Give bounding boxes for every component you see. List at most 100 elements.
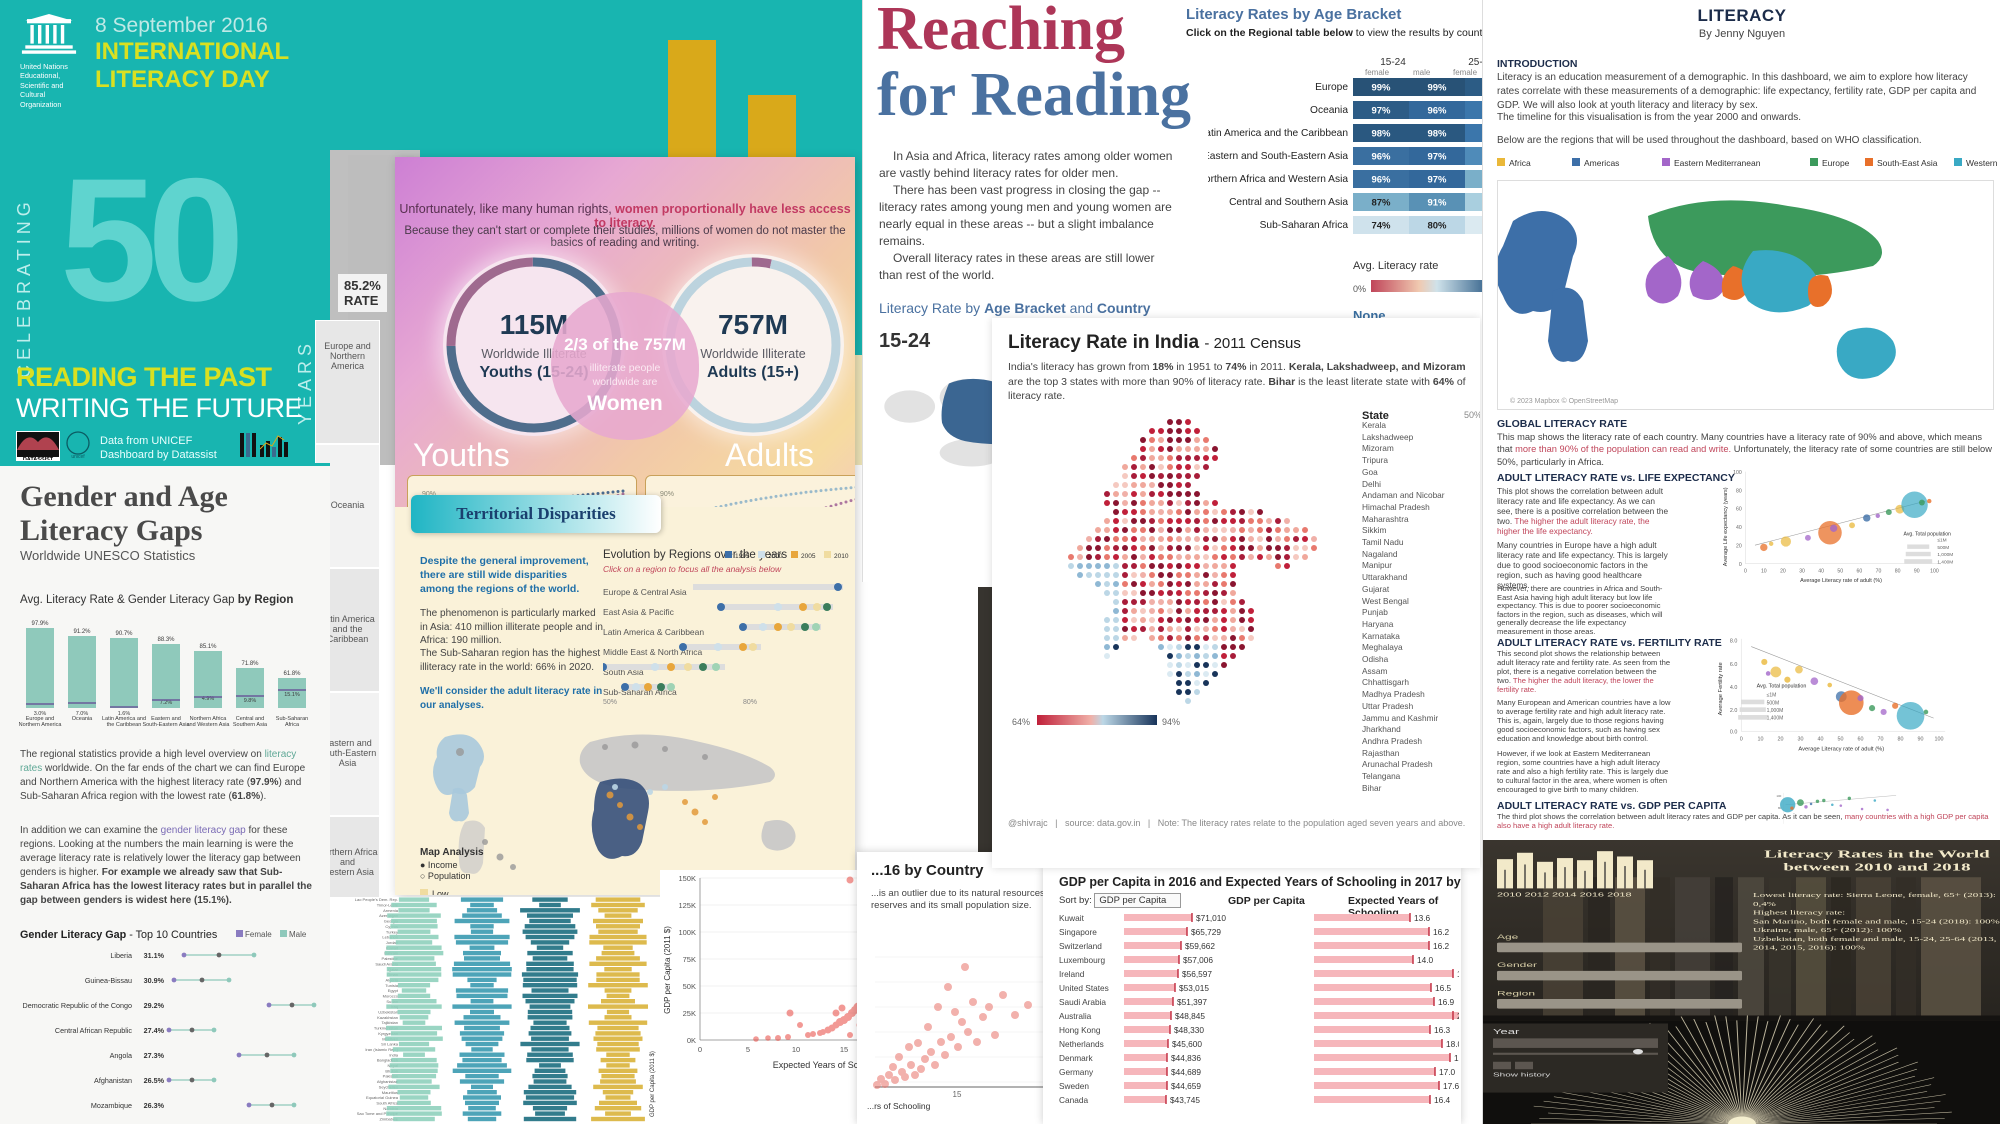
svg-text:16.2: 16.2	[1433, 927, 1450, 937]
svg-text:female: female	[1453, 68, 1478, 77]
svg-text:Morocco: Morocco	[383, 994, 399, 999]
svg-text:Ireland: Ireland	[1059, 969, 1085, 979]
svg-text:91.2%: 91.2%	[73, 629, 91, 635]
svg-text:85.1%: 85.1%	[199, 644, 217, 650]
svg-text:96%: 96%	[1371, 152, 1391, 163]
svg-text:31.1%: 31.1%	[144, 951, 165, 960]
svg-text:60: 60	[1736, 507, 1742, 513]
svg-text:71.8%: 71.8%	[241, 661, 259, 667]
svg-text:Denmark: Denmark	[1059, 1053, 1094, 1063]
svg-text:Netherlands: Netherlands	[1059, 1039, 1104, 1049]
svg-text:91%: 91%	[1427, 198, 1447, 209]
svg-text:© 2023 Mapbox © OpenStreetMap: © 2023 Mapbox © OpenStreetMap	[1510, 397, 1618, 405]
svg-text:$57,006: $57,006	[1183, 955, 1213, 965]
svg-text:South-Eastern Asia: South-Eastern Asia	[142, 722, 190, 728]
svg-text:15: 15	[840, 1045, 848, 1054]
svg-text:19.1: 19.1	[1454, 1053, 1459, 1063]
svg-text:6.0: 6.0	[1730, 662, 1737, 668]
svg-text:Avg. Total population: Avg. Total population	[1904, 532, 1952, 538]
svg-text:20: 20	[1736, 543, 1742, 549]
svg-text:50: 50	[1837, 568, 1843, 574]
svg-text:16.2: 16.2	[1433, 941, 1450, 951]
svg-text:2.0: 2.0	[1730, 708, 1737, 714]
svg-text:Saudi Arabia: Saudi Arabia	[1059, 997, 1106, 1007]
svg-text:female: female	[1365, 68, 1390, 77]
svg-text:$45,600: $45,600	[1172, 1039, 1202, 1049]
svg-text:30: 30	[1799, 568, 1805, 574]
svg-text:1,000M: 1,000M	[1767, 708, 1784, 714]
svg-text:Avg. Total population: Avg. Total population	[1757, 683, 1807, 689]
svg-text:Western Pacific: Western Pacific	[1966, 158, 2000, 168]
svg-text:$65,729: $65,729	[1191, 927, 1221, 937]
svg-text:17.0: 17.0	[1439, 1067, 1456, 1077]
svg-text:1995: 1995	[735, 553, 750, 560]
svg-text:26.5%: 26.5%	[144, 1076, 165, 1085]
svg-text:Average Fertility rate: Average Fertility rate	[1718, 662, 1724, 715]
svg-text:Africa: Africa	[1509, 158, 1531, 168]
svg-text:Turkey: Turkey	[386, 929, 398, 934]
svg-text:Latin America and the Caribbea: Latin America and the Caribbean	[1208, 128, 1348, 139]
svg-text:27.4%: 27.4%	[144, 1026, 165, 1035]
svg-text:1,400M: 1,400M	[1937, 560, 1953, 566]
svg-text:Eastern Mediterranean: Eastern Mediterranean	[1674, 158, 1761, 168]
svg-text:60: 60	[1857, 568, 1863, 574]
svg-text:97.9%: 97.9%	[31, 621, 49, 627]
svg-text:Average Life expectancy (years: Average Life expectancy (years)	[1723, 487, 1729, 566]
svg-text:150K: 150K	[678, 874, 696, 883]
svg-text:19.6: 19.6	[1457, 969, 1459, 979]
svg-text:18.0: 18.0	[1446, 1039, 1459, 1049]
svg-text:Mozambique: Mozambique	[91, 1101, 132, 1110]
svg-text:80: 80	[1898, 736, 1904, 742]
svg-text:Afghanistan: Afghanistan	[94, 1076, 132, 1085]
svg-text:Oceania: Oceania	[72, 716, 93, 722]
svg-text:90%: 90%	[660, 491, 674, 498]
svg-text:16.3: 16.3	[1434, 1025, 1451, 1035]
svg-text:70: 70	[1878, 736, 1884, 742]
svg-text:South Africa: South Africa	[376, 1101, 398, 1106]
svg-text:98%: 98%	[1427, 129, 1447, 140]
svg-text:Sri Lanka: Sri Lanka	[381, 1042, 399, 1047]
svg-text:90: 90	[1914, 568, 1920, 574]
svg-text:15.1%: 15.1%	[284, 692, 300, 698]
svg-text:$44,659: $44,659	[1171, 1081, 1201, 1091]
svg-text:Switzerland: Switzerland	[1059, 941, 1102, 951]
svg-text:88.3%: 88.3%	[157, 637, 175, 643]
svg-text:2000: 2000	[768, 553, 783, 560]
svg-text:30: 30	[1797, 736, 1803, 742]
svg-text:96%: 96%	[1427, 106, 1447, 117]
svg-text:50%: 50%	[603, 699, 617, 706]
svg-text:61.8%: 61.8%	[283, 671, 301, 677]
svg-text:Australia: Australia	[1059, 1011, 1092, 1021]
svg-text:15: 15	[953, 1090, 962, 1099]
svg-text:Eastern and South-Eastern Asia: Eastern and South-Eastern Asia	[1208, 151, 1348, 162]
svg-text:Tunisia: Tunisia	[385, 983, 399, 988]
svg-text:South-East Asia: South-East Asia	[1877, 158, 1938, 168]
svg-text:the Caribbean: the Caribbean	[107, 722, 142, 728]
svg-text:94%: 94%	[1162, 717, 1180, 727]
svg-text:10: 10	[1757, 736, 1763, 742]
svg-text:Mauritius: Mauritius	[382, 1090, 398, 1095]
svg-text:Africa: Africa	[285, 722, 300, 728]
svg-text:87%: 87%	[1371, 198, 1391, 209]
svg-text:74%: 74%	[1371, 221, 1391, 232]
svg-text:98%: 98%	[1371, 129, 1391, 140]
svg-text:10: 10	[792, 1045, 800, 1054]
svg-text:97%: 97%	[1427, 175, 1447, 186]
svg-text:Canada: Canada	[1059, 1095, 1088, 1105]
svg-text:75K: 75K	[683, 955, 696, 964]
svg-text:100: 100	[1776, 794, 1781, 798]
svg-text:7.2%: 7.2%	[160, 700, 173, 706]
svg-text:1,400M: 1,400M	[1767, 716, 1784, 722]
svg-text:22.9: 22.9	[1457, 1011, 1459, 1021]
svg-text:Liberia: Liberia	[110, 951, 132, 960]
svg-text:Kazakhstan: Kazakhstan	[377, 1015, 398, 1020]
svg-text:80%: 80%	[1427, 221, 1447, 232]
svg-text:Average Literacy rate of adult: Average Literacy rate of adult (%)	[1798, 746, 1884, 752]
svg-text:$44,836: $44,836	[1171, 1053, 1201, 1063]
svg-text:13.6: 13.6	[1414, 913, 1431, 923]
svg-text:97%: 97%	[1427, 152, 1447, 163]
svg-text:Northern Africa and Western As: Northern Africa and Western Asia	[1208, 174, 1348, 185]
svg-text:$56,597: $56,597	[1182, 969, 1212, 979]
svg-text:0K: 0K	[687, 1036, 696, 1045]
svg-text:100: 100	[1930, 568, 1939, 574]
